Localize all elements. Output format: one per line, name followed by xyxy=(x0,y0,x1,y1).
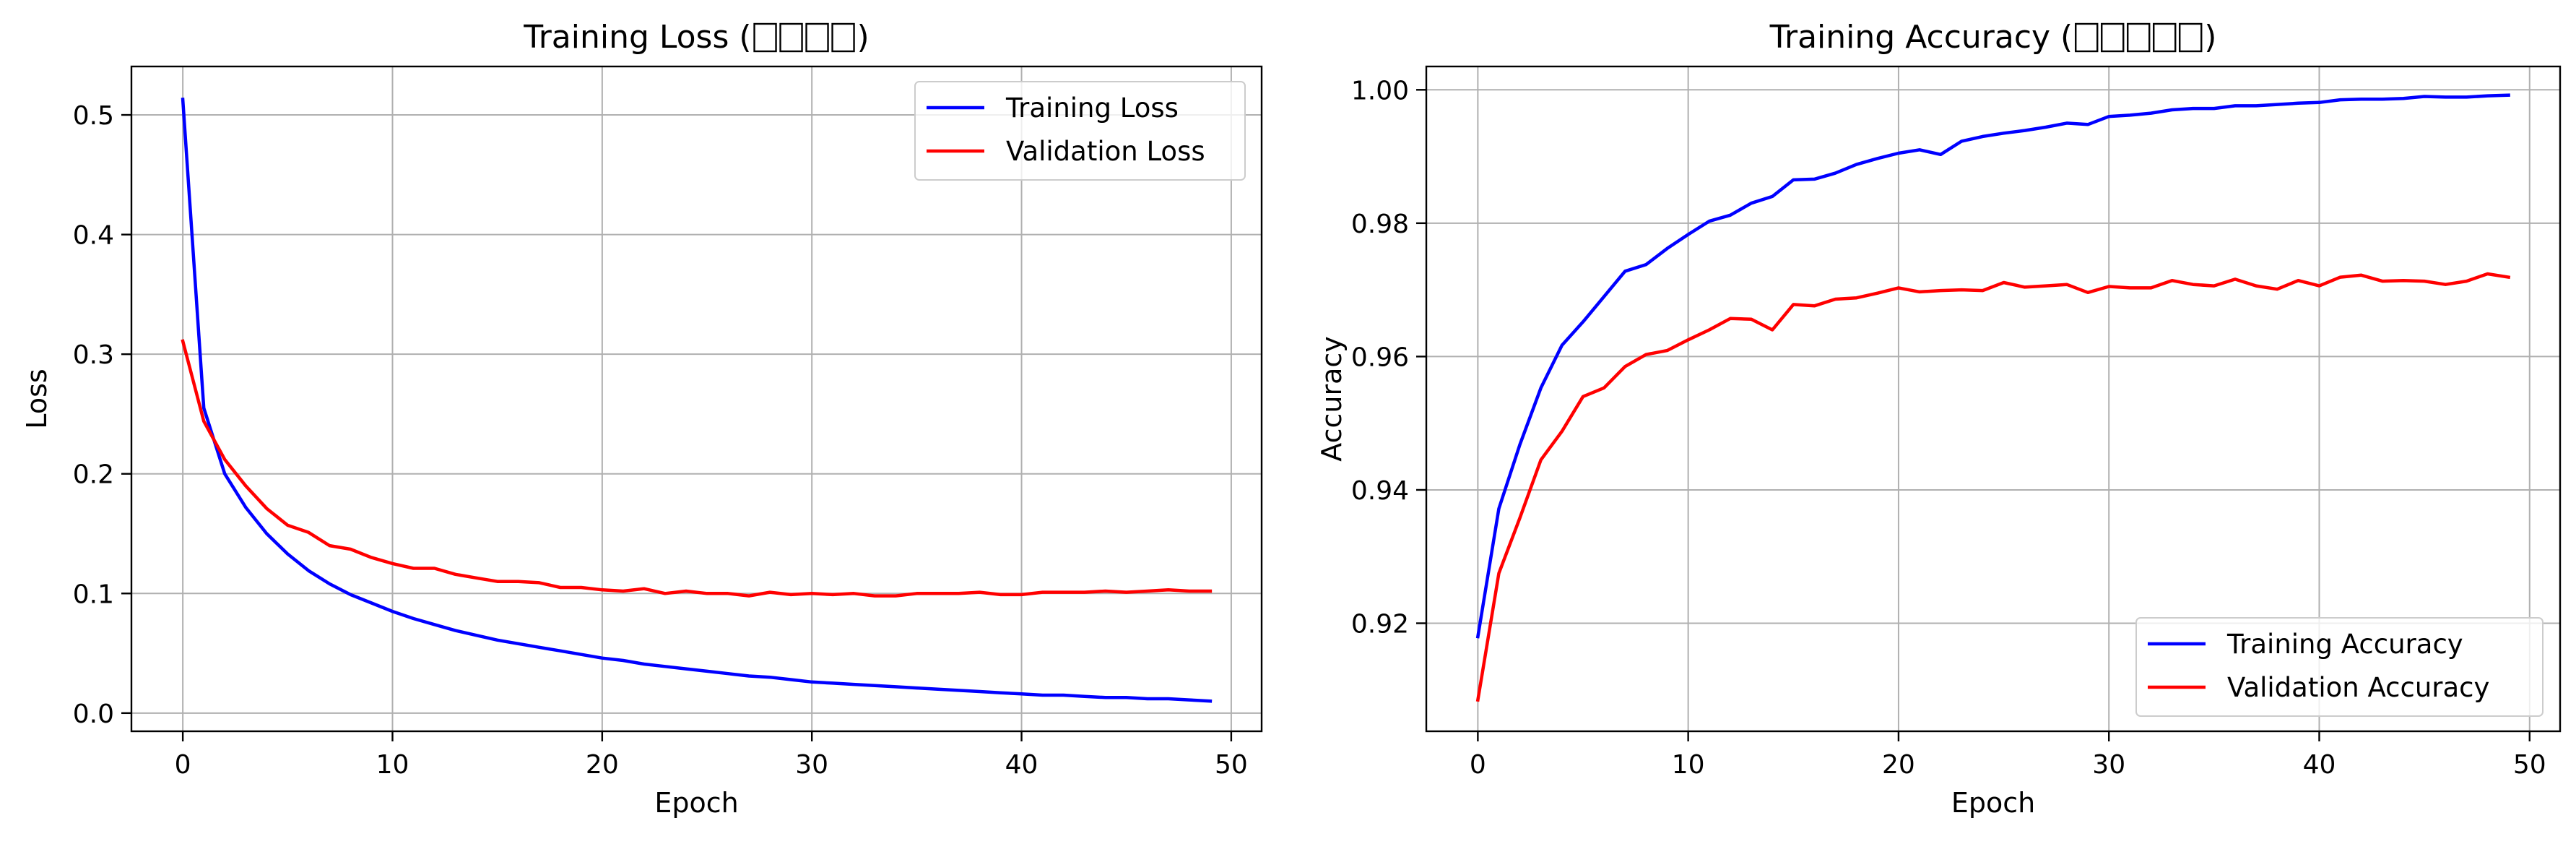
accuracy-series-lines xyxy=(1475,93,2511,702)
accuracy-title-missing-glyphs xyxy=(2075,22,2203,53)
accuracy-legend-label-validation: Validation Accuracy xyxy=(2227,672,2489,703)
accuracy-x-tick-label: 10 xyxy=(1672,750,1705,780)
loss-x-tick-label: 10 xyxy=(376,750,409,780)
loss-axes-frame xyxy=(130,65,1263,733)
loss-title-missing-glyph xyxy=(831,22,855,53)
loss-y-tick-label: 0.5 xyxy=(73,101,114,131)
loss-legend: Training Loss Validation Loss xyxy=(914,81,1246,181)
accuracy-chart: 0 10 20 30 40 50 0.92 0.94 0.96 0.98 1.00 Training… xyxy=(1316,19,2562,819)
loss-y-tick-label: 0.3 xyxy=(73,340,114,370)
loss-x-tick-label: 30 xyxy=(795,750,828,780)
loss-y-tick-label: 0.0 xyxy=(73,699,114,729)
loss-title-text: Training Loss ( xyxy=(523,19,751,56)
accuracy-title-missing-glyph xyxy=(2153,22,2177,53)
accuracy-y-tick-label: 0.98 xyxy=(1351,210,1409,239)
loss-title-missing-glyphs xyxy=(753,22,855,53)
accuracy-title-missing-glyph xyxy=(2075,22,2099,53)
accuracy-title-missing-glyph xyxy=(2127,22,2151,53)
accuracy-x-tick-label: 0 xyxy=(1470,750,1486,780)
accuracy-y-tick-label: 0.92 xyxy=(1351,610,1409,640)
loss-title-missing-glyph xyxy=(779,22,803,53)
accuracy-axes-frame xyxy=(1425,65,2562,733)
loss-series-validation xyxy=(181,339,1213,598)
accuracy-y-tick-label: 0.94 xyxy=(1351,476,1409,506)
loss-title-missing-glyph xyxy=(753,22,777,53)
accuracy-y-axis-label: Accuracy xyxy=(1316,336,1348,462)
loss-legend-box xyxy=(914,81,1246,181)
accuracy-series-validation xyxy=(1475,272,2511,702)
accuracy-title: Training Accuracy ( ) xyxy=(1769,19,2217,56)
accuracy-legend: Training Accuracy Validation Accuracy xyxy=(2135,617,2544,717)
loss-x-tick-label: 40 xyxy=(1005,750,1038,780)
loss-title-missing-glyph xyxy=(805,22,829,53)
accuracy-title-missing-glyph xyxy=(2179,22,2203,53)
loss-legend-label-validation: Validation Loss xyxy=(1006,136,1205,167)
loss-x-axis-label: Epoch xyxy=(654,787,738,819)
loss-x-tick-label: 0 xyxy=(175,750,191,780)
loss-series-training xyxy=(181,98,1213,703)
accuracy-x-tick-label: 20 xyxy=(1882,750,1915,780)
accuracy-x-tick-label: 50 xyxy=(2513,750,2546,780)
loss-y-tick-label: 0.1 xyxy=(73,580,114,609)
accuracy-legend-label-training: Training Accuracy xyxy=(2226,629,2463,660)
loss-y-tick-label: 0.4 xyxy=(73,221,114,251)
accuracy-series-training xyxy=(1475,93,2510,639)
loss-y-tick-label: 0.2 xyxy=(73,460,114,490)
loss-chart: 0 10 20 30 40 50 0.0 0.1 0.2 0.3 0.4 0.5 Training L… xyxy=(21,19,1263,819)
loss-ticks: 0 10 20 30 40 50 0.0 0.1 0.2 0.3 0.4 0.5 xyxy=(73,101,1248,780)
loss-x-tick-label: 50 xyxy=(1215,750,1248,780)
loss-y-axis-label: Loss xyxy=(21,369,53,429)
loss-series-lines xyxy=(181,98,1213,703)
loss-legend-label-training: Training Loss xyxy=(1005,92,1179,124)
accuracy-y-tick-label: 1.00 xyxy=(1351,76,1409,106)
loss-title-suffix: ) xyxy=(857,19,869,56)
accuracy-x-tick-label: 30 xyxy=(2092,750,2125,780)
accuracy-title-suffix: ) xyxy=(2204,19,2216,56)
accuracy-legend-box xyxy=(2135,617,2544,717)
accuracy-x-tick-label: 40 xyxy=(2303,750,2336,780)
loss-x-tick-label: 20 xyxy=(586,750,619,780)
accuracy-x-axis-label: Epoch xyxy=(1951,787,2035,819)
accuracy-y-tick-label: 0.96 xyxy=(1351,343,1409,372)
loss-title: Training Loss ( ) xyxy=(523,19,869,56)
accuracy-title-missing-glyph xyxy=(2101,22,2125,53)
accuracy-title-text: Training Accuracy ( xyxy=(1769,19,2073,56)
accuracy-ticks: 0 10 20 30 40 50 0.92 0.94 0.96 0.98 1.00 xyxy=(1351,76,2546,780)
